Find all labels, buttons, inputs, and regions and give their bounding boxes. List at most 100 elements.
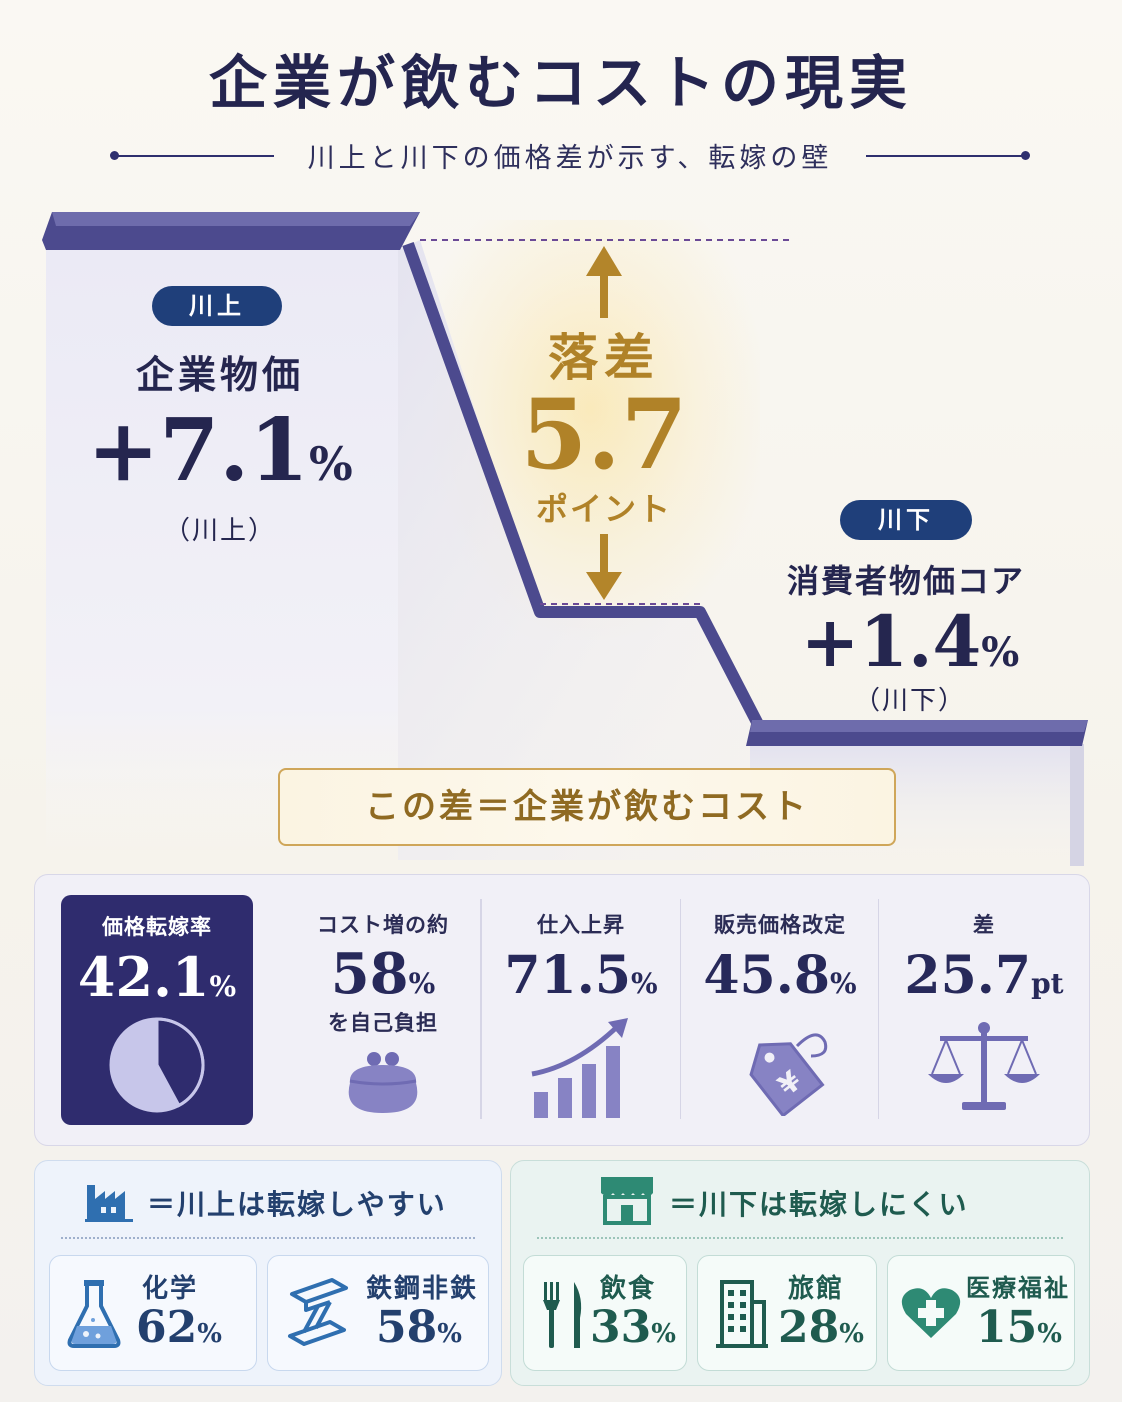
slope-face <box>398 240 760 860</box>
yen-tag-icon: ¥ <box>749 1033 828 1118</box>
metric-separator <box>680 899 681 1119</box>
metric-label: 差 <box>973 913 995 937</box>
fork-knife-icon <box>543 1282 582 1348</box>
metric-value: 42.1% <box>61 945 253 1009</box>
upstream-badge: 川上 <box>152 286 282 326</box>
metric-value-number: 71.5 <box>504 945 632 1006</box>
gap-arrow-up <box>586 246 622 318</box>
sector-value-unit: % <box>651 1319 676 1349</box>
purse-icon <box>348 1052 418 1113</box>
sector-value-number: 58 <box>376 1302 438 1353</box>
metric-separator <box>878 899 879 1119</box>
metric-label: 販売価格改定 <box>714 913 846 937</box>
storefront-icon <box>601 1177 653 1225</box>
metric-value: 25.7pt <box>879 945 1089 1006</box>
sector-value: 15% <box>976 1302 1062 1353</box>
metric-value-number: 45.8 <box>703 945 831 1006</box>
sector-name: 旅館 <box>788 1274 845 1304</box>
downstream-label: 消費者物価コア <box>786 562 1025 600</box>
upstream-sector-heading: ＝川上は転嫁しやすい <box>147 1188 447 1221</box>
sector-card-restaurant: 飲食 33% <box>523 1255 687 1371</box>
downstream-value-unit: % <box>981 629 1020 676</box>
subtitle-line-left <box>114 155 274 157</box>
downstream-block-side <box>1070 744 1084 866</box>
factory-icon <box>85 1185 133 1222</box>
sector-name: 化学 <box>142 1274 199 1304</box>
upstream-value-unit: % <box>308 437 353 491</box>
metric-self-burden: コスト増の約 58% を自己負担 <box>285 875 481 1145</box>
sector-value-unit: % <box>839 1319 864 1349</box>
metric-separator <box>481 899 482 1119</box>
metric-sub-label: を自己負担 <box>328 1011 438 1035</box>
flask-icon <box>67 1280 121 1348</box>
sector-name: 医療福祉 <box>966 1273 1070 1302</box>
downstream-sector-panel: ＝川下は転嫁しにくい 飲食 33% 旅館 28% <box>510 1160 1090 1386</box>
metric-value-unit: pt <box>1031 967 1064 1000</box>
sector-card-chemical: 化学 62% <box>49 1255 257 1371</box>
metric-separator <box>480 899 481 1119</box>
sector-name: 飲食 <box>600 1274 657 1304</box>
downstream-note: （川下） <box>853 686 966 716</box>
subtitle-dot-right <box>1021 151 1030 160</box>
sector-value-number: 33 <box>590 1302 652 1353</box>
metrics-panel: 価格転嫁率 42.1% コスト増の約 58% を自己負担 仕入上昇 71.5% <box>34 874 1090 1146</box>
sector-value: 62% <box>136 1302 222 1353</box>
sector-value-unit: % <box>1037 1319 1062 1349</box>
sector-card-medical: 医療福祉 15% <box>887 1255 1075 1371</box>
gap-value: 5.7 <box>520 378 688 491</box>
metric-value: 58% <box>285 941 481 1007</box>
page-title: 企業が飲むコストの現実 <box>208 49 913 117</box>
gap-arrow-down <box>586 534 622 600</box>
upstream-note: （川上） <box>163 516 276 546</box>
upstream-value: +7.1% <box>70 400 370 501</box>
subtitle-line-right <box>866 155 1026 157</box>
building-icon <box>716 1280 768 1348</box>
sector-value-number: 62 <box>136 1302 198 1353</box>
balance-scale-icon <box>928 1022 1040 1110</box>
formula-box: この差＝企業が飲むコスト <box>278 768 896 846</box>
subtitle-row: 川上と川下の価格差が示す、転嫁の壁 <box>110 136 1030 176</box>
metric-value-number: 25.7 <box>904 945 1032 1006</box>
upstream-label: 企業物価 <box>135 352 304 397</box>
sector-value-unit: % <box>197 1319 222 1349</box>
staircase-diagram <box>42 212 1088 866</box>
heart-cross-icon <box>901 1288 961 1338</box>
metric-value: 45.8% <box>681 945 879 1006</box>
divider <box>61 1237 475 1239</box>
sector-name: 鉄鋼非鉄 <box>366 1274 479 1304</box>
staircase-edge <box>402 241 766 731</box>
metric-value-unit: % <box>830 967 857 1000</box>
metric-label: コスト増の約 <box>317 913 449 937</box>
divider <box>537 1237 1063 1239</box>
page-subtitle: 川上と川下の価格差が示す、転嫁の壁 <box>307 143 833 174</box>
metric-label: 価格転嫁率 <box>102 915 212 939</box>
downstream-badge: 川下 <box>840 500 972 540</box>
rising-bars-icon <box>531 1018 628 1118</box>
pass-through-card: 価格転嫁率 42.1% <box>61 895 253 1125</box>
pie-chart-icon <box>109 1017 205 1113</box>
upstream-top-highlight <box>52 212 420 226</box>
downstream-value: +1.4% <box>780 600 1040 683</box>
sector-value: 33% <box>590 1302 676 1353</box>
gap-label: 落差 <box>548 328 660 387</box>
sector-card-steel: 鉄鋼非鉄 58% <box>267 1255 489 1371</box>
gap-unit: ポイント <box>535 490 672 528</box>
metric-value-unit: % <box>408 967 436 1000</box>
sector-value-unit: % <box>437 1319 462 1349</box>
sector-value: 28% <box>778 1302 864 1353</box>
sector-value-number: 15 <box>976 1302 1038 1353</box>
metric-purchase-rise: 仕入上昇 71.5% <box>481 875 681 1145</box>
upstream-value-number: +7.1 <box>87 400 309 501</box>
steel-beam-icon <box>288 1278 348 1346</box>
metric-value: 71.5% <box>481 945 681 1006</box>
metric-difference: 差 25.7pt <box>879 875 1089 1145</box>
downstream-top-highlight <box>750 720 1088 732</box>
metric-value-unit: % <box>631 967 658 1000</box>
downstream-value-number: +1.4 <box>800 600 982 683</box>
metric-value-number: 42.1 <box>77 945 210 1009</box>
metric-value-unit: % <box>209 970 237 1003</box>
sector-card-inn: 旅館 28% <box>697 1255 877 1371</box>
metric-label: 仕入上昇 <box>537 913 625 937</box>
metric-value-number: 58 <box>330 941 409 1007</box>
sector-value-number: 28 <box>778 1302 840 1353</box>
